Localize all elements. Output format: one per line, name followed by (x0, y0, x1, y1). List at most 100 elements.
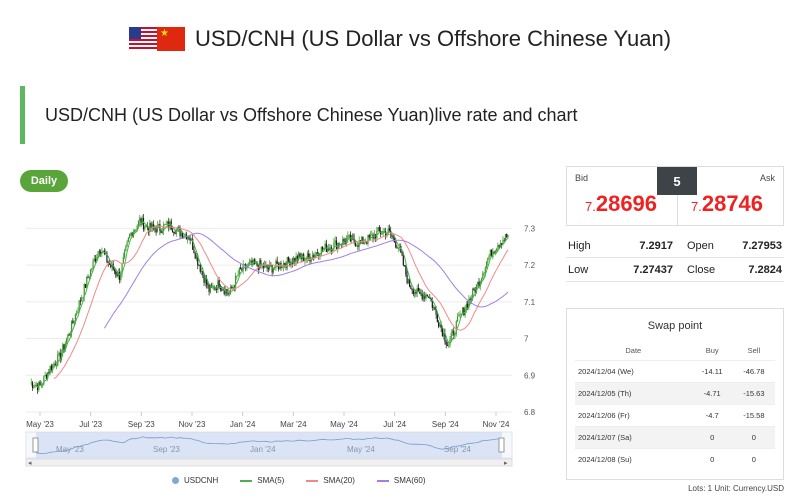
candle-body (337, 243, 339, 250)
legend-item-sma60[interactable]: SMA(60) (376, 476, 425, 485)
candle-body (320, 246, 322, 255)
candle-body (169, 221, 171, 228)
candle-body (127, 237, 129, 242)
candle-body (173, 232, 175, 233)
candle-body (151, 224, 153, 229)
candle-body (310, 259, 312, 262)
candle-body (228, 293, 230, 295)
low-label: Low (568, 263, 589, 276)
candle-body (382, 231, 384, 234)
candle-body (470, 298, 473, 300)
candle-body (240, 267, 242, 270)
candle-body (71, 320, 73, 334)
candle-body (323, 247, 325, 250)
candle-body (178, 227, 180, 228)
candle-body (328, 248, 330, 250)
candle-body (362, 236, 364, 244)
candle-body (258, 260, 261, 270)
low-value: 7.27437 (633, 263, 673, 276)
candle-body (420, 293, 422, 295)
y-tick-label: 6.9 (524, 371, 536, 380)
candle-body (122, 257, 124, 264)
navigator-label: May '24 (347, 445, 375, 454)
candle-body (315, 252, 317, 255)
candle-body (198, 265, 200, 266)
candle-body (72, 320, 74, 323)
section-title: USD/CNH (US Dollar vs Offshore Chinese Y… (45, 104, 578, 125)
candle-body (429, 297, 431, 299)
candle-body (272, 268, 275, 273)
candle-body (137, 220, 140, 226)
candle-body (107, 261, 109, 264)
candle-body (450, 333, 452, 340)
high-value: 7.2917 (639, 239, 673, 252)
candle-body (419, 291, 421, 294)
legend-item-sma20[interactable]: SMA(20) (306, 476, 355, 485)
candle-body (377, 227, 379, 231)
candle-body (503, 240, 505, 242)
candle-body (160, 230, 162, 233)
candle-body (391, 234, 393, 237)
price-chart-svg[interactable]: 7.3 7.2 7.1 7 6.9 6.8 May '23 Jul '23 Sep '23 Nov… (20, 200, 540, 470)
x-tick-label: May '23 (26, 420, 54, 429)
y-tick-label: 7 (524, 335, 529, 344)
candle-body (392, 236, 394, 238)
candle-body (76, 312, 78, 315)
navigator-handle-right (498, 437, 505, 453)
y-tick-label: 7.3 (524, 224, 536, 233)
candle-body (435, 309, 437, 315)
table-row: 2024/12/04 (We) -14.11 -46.78 (575, 359, 775, 382)
candle-body (396, 247, 398, 249)
candle-body (387, 228, 389, 234)
candle-body (164, 224, 166, 225)
candle-body (409, 278, 411, 287)
candle-body (480, 278, 483, 281)
legend-item-sma5[interactable]: SMA(5) (240, 476, 284, 485)
candle-body (205, 277, 208, 285)
candle-body (115, 271, 117, 275)
candle-body (303, 254, 305, 262)
candle-body (484, 267, 486, 274)
price-chart[interactable]: 7.3 7.2 7.1 7 6.9 6.8 May '23 Jul '23 Sep '23 Nov… (20, 200, 540, 500)
candle-body (231, 286, 233, 289)
candle-body (364, 242, 367, 244)
candle-body (275, 260, 277, 268)
candle-body (267, 268, 269, 270)
candle-body (291, 261, 293, 264)
candle-body (299, 253, 301, 257)
swap-table: Date Buy Sell 2024/12/04 (We) -14.11 -46.7… (575, 342, 775, 470)
candle-body (67, 334, 69, 340)
candle-body (271, 265, 273, 273)
candle-body (142, 217, 145, 230)
candle-body (494, 250, 496, 254)
candle-body (357, 245, 359, 247)
candle-body (501, 243, 503, 245)
candle-body (68, 334, 70, 336)
legend-item-usdcnh[interactable]: USDCNH (172, 476, 218, 485)
candle-body (192, 238, 194, 250)
candle-body (269, 264, 271, 270)
spread-badge: 5 (657, 167, 697, 195)
candle-body (478, 281, 480, 287)
candle-body (493, 252, 495, 254)
candle-body (282, 263, 285, 268)
table-row: 2024/12/07 (Sa) 0 0 (575, 425, 775, 448)
daily-timeframe-button[interactable]: Daily (20, 170, 68, 192)
candle-body (237, 274, 239, 276)
swap-title: Swap point (647, 320, 703, 332)
candle-body (223, 289, 225, 295)
candle-body (417, 287, 420, 292)
scroll-right-icon: ▸ (504, 460, 508, 467)
candle-body (33, 386, 35, 388)
candle-body (465, 303, 467, 310)
candle-body (436, 314, 438, 323)
candle-body (81, 297, 83, 302)
open-value: 7.27953 (742, 239, 782, 252)
candle-body (431, 300, 433, 308)
page-title: USD/CNH (US Dollar vs Offshore Chinese Y… (194, 26, 672, 51)
candle-body (402, 255, 404, 266)
candle-body (171, 229, 174, 233)
candle-body (504, 234, 507, 241)
y-tick-label: 7.1 (524, 298, 536, 307)
candle-body (136, 225, 138, 230)
